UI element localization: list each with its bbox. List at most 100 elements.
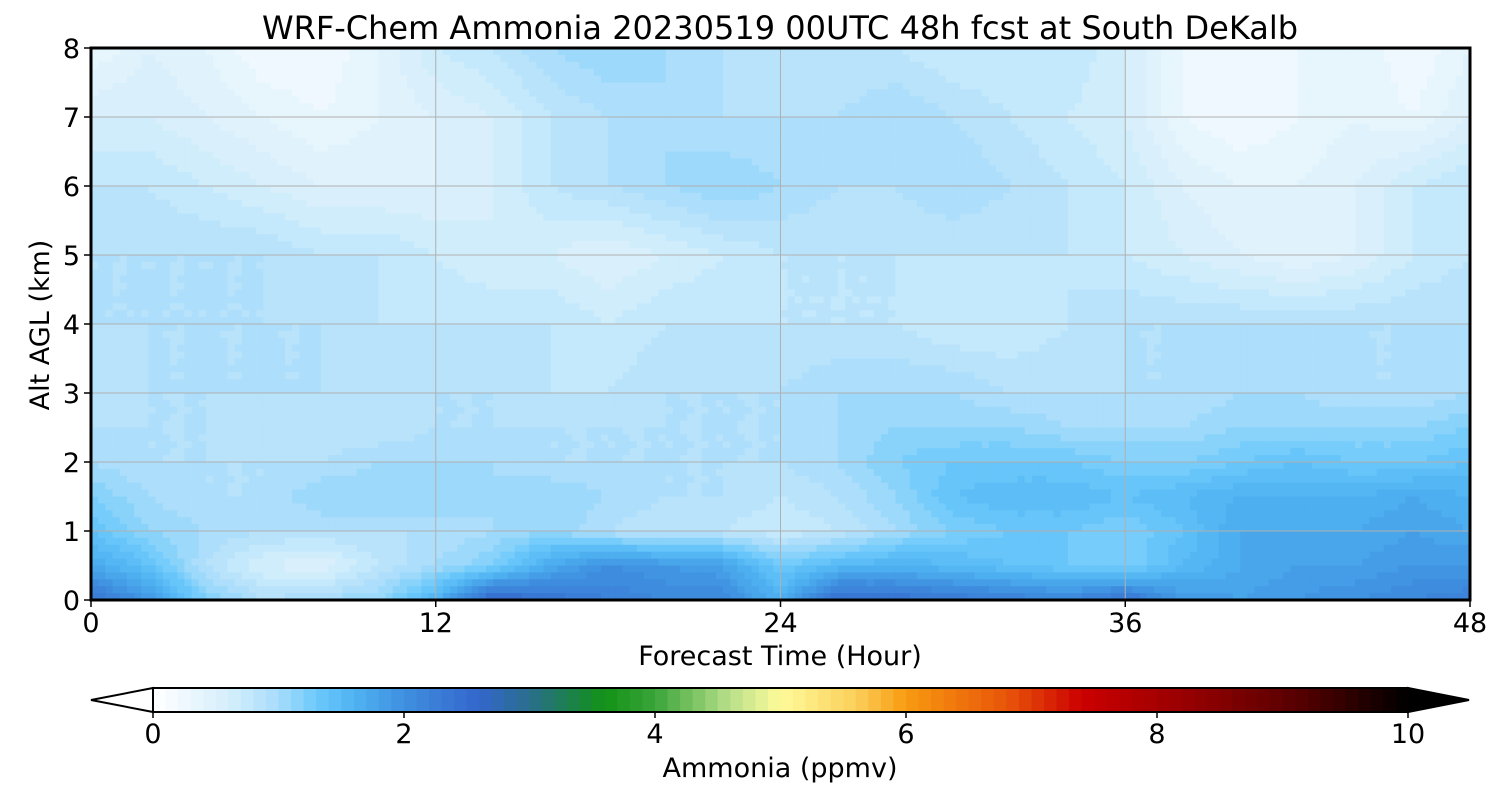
heatmap-cell <box>1455 220 1464 228</box>
heatmap-cell <box>1146 220 1155 228</box>
heatmap-cell <box>873 199 882 208</box>
heatmap-cell <box>1369 48 1378 56</box>
heatmap-cell <box>385 54 394 63</box>
heatmap-cell <box>723 172 731 180</box>
heatmap-cell <box>1161 75 1169 84</box>
heatmap-cell <box>845 130 853 139</box>
heatmap-cell <box>809 82 818 90</box>
heatmap-cell <box>363 220 372 228</box>
heatmap-cell <box>622 61 631 70</box>
heatmap-cell <box>1211 82 1220 90</box>
heatmap-cell <box>802 61 810 70</box>
heatmap-cell <box>945 68 954 77</box>
heatmap-cell <box>787 130 796 139</box>
heatmap-cell <box>1240 192 1248 201</box>
heatmap-cell <box>1398 179 1406 187</box>
heatmap-cell <box>773 199 782 208</box>
heatmap-cell <box>629 61 638 70</box>
heatmap-cell <box>320 186 329 194</box>
heatmap-cell <box>1082 103 1090 111</box>
heatmap-cell <box>170 117 178 125</box>
heatmap-cell <box>486 199 494 208</box>
heatmap-cell <box>277 82 286 90</box>
heatmap-cell <box>1347 82 1356 90</box>
heatmap-cell <box>557 220 566 228</box>
heatmap-cell <box>378 123 387 132</box>
heatmap-cell <box>960 199 968 208</box>
heatmap-cell <box>299 179 308 187</box>
heatmap-cell <box>234 110 243 118</box>
heatmap-cell <box>773 61 782 70</box>
heatmap-cell <box>392 123 401 132</box>
heatmap-cell <box>493 89 501 97</box>
heatmap-cell <box>1103 103 1112 111</box>
heatmap-cell <box>284 61 293 70</box>
heatmap-cell <box>98 172 106 180</box>
heatmap-cell <box>126 123 135 132</box>
heatmap-cell <box>787 54 796 63</box>
heatmap-cell <box>450 103 458 111</box>
heatmap-cell <box>679 110 688 118</box>
heatmap-cell <box>780 186 789 194</box>
heatmap-cell <box>514 61 523 70</box>
heatmap-cell <box>1369 213 1378 222</box>
heatmap-cell <box>155 165 164 173</box>
heatmap-cell <box>952 151 961 159</box>
heatmap-cell <box>112 192 121 201</box>
heatmap-cell <box>471 213 480 222</box>
heatmap-cell <box>184 137 193 146</box>
heatmap-cell <box>457 186 466 194</box>
heatmap-cell <box>730 103 738 111</box>
heatmap-cell <box>1125 192 1134 201</box>
heatmap-cell <box>845 206 853 215</box>
heatmap-cell <box>141 151 150 159</box>
heatmap-cell <box>859 110 868 118</box>
heatmap-cell <box>931 110 940 118</box>
heatmap-cell <box>830 172 839 180</box>
heatmap-cell <box>392 172 401 180</box>
heatmap-cell <box>960 172 968 180</box>
heatmap-cell <box>809 165 818 173</box>
heatmap-cell <box>249 158 257 166</box>
heatmap-cell <box>457 172 466 180</box>
heatmap-cell <box>1283 158 1292 166</box>
heatmap-cell <box>1412 54 1421 63</box>
heatmap-cell <box>421 144 430 153</box>
heatmap-cell <box>1225 117 1234 125</box>
heatmap-cell <box>1168 68 1177 77</box>
heatmap-cell <box>715 123 724 132</box>
heatmap-cell <box>974 144 983 153</box>
heatmap-cell <box>1146 110 1155 118</box>
heatmap-cell <box>766 192 774 201</box>
heatmap-cell <box>1276 48 1284 56</box>
heatmap-cell <box>651 137 659 146</box>
heatmap-cell <box>442 54 451 63</box>
heatmap-cell <box>952 186 961 194</box>
heatmap-cell <box>651 158 659 166</box>
heatmap-cell <box>507 151 516 159</box>
heatmap-cell <box>837 186 846 194</box>
heatmap-cell <box>960 103 968 111</box>
heatmap-cell <box>442 123 451 132</box>
heatmap-cell <box>1046 192 1055 201</box>
heatmap-cell <box>557 123 566 132</box>
heatmap-cell <box>988 151 997 159</box>
heatmap-cell <box>608 172 616 180</box>
heatmap-cell <box>198 96 207 104</box>
heatmap-cell <box>766 54 774 63</box>
heatmap-cell <box>715 179 724 187</box>
heatmap-cell <box>550 110 559 118</box>
heatmap-cell <box>988 137 997 146</box>
heatmap-cell <box>902 192 911 201</box>
heatmap-cell <box>392 54 401 63</box>
heatmap-cell <box>1197 117 1205 125</box>
heatmap-cell <box>723 137 731 146</box>
heatmap-cell <box>536 186 545 194</box>
heatmap-cell <box>378 206 387 215</box>
heatmap-cell <box>277 213 286 222</box>
heatmap-cell <box>852 82 861 90</box>
heatmap-cell <box>1319 137 1327 146</box>
heatmap-cell <box>1182 96 1191 104</box>
heatmap-cell <box>988 179 997 187</box>
heatmap-cell <box>292 220 300 228</box>
